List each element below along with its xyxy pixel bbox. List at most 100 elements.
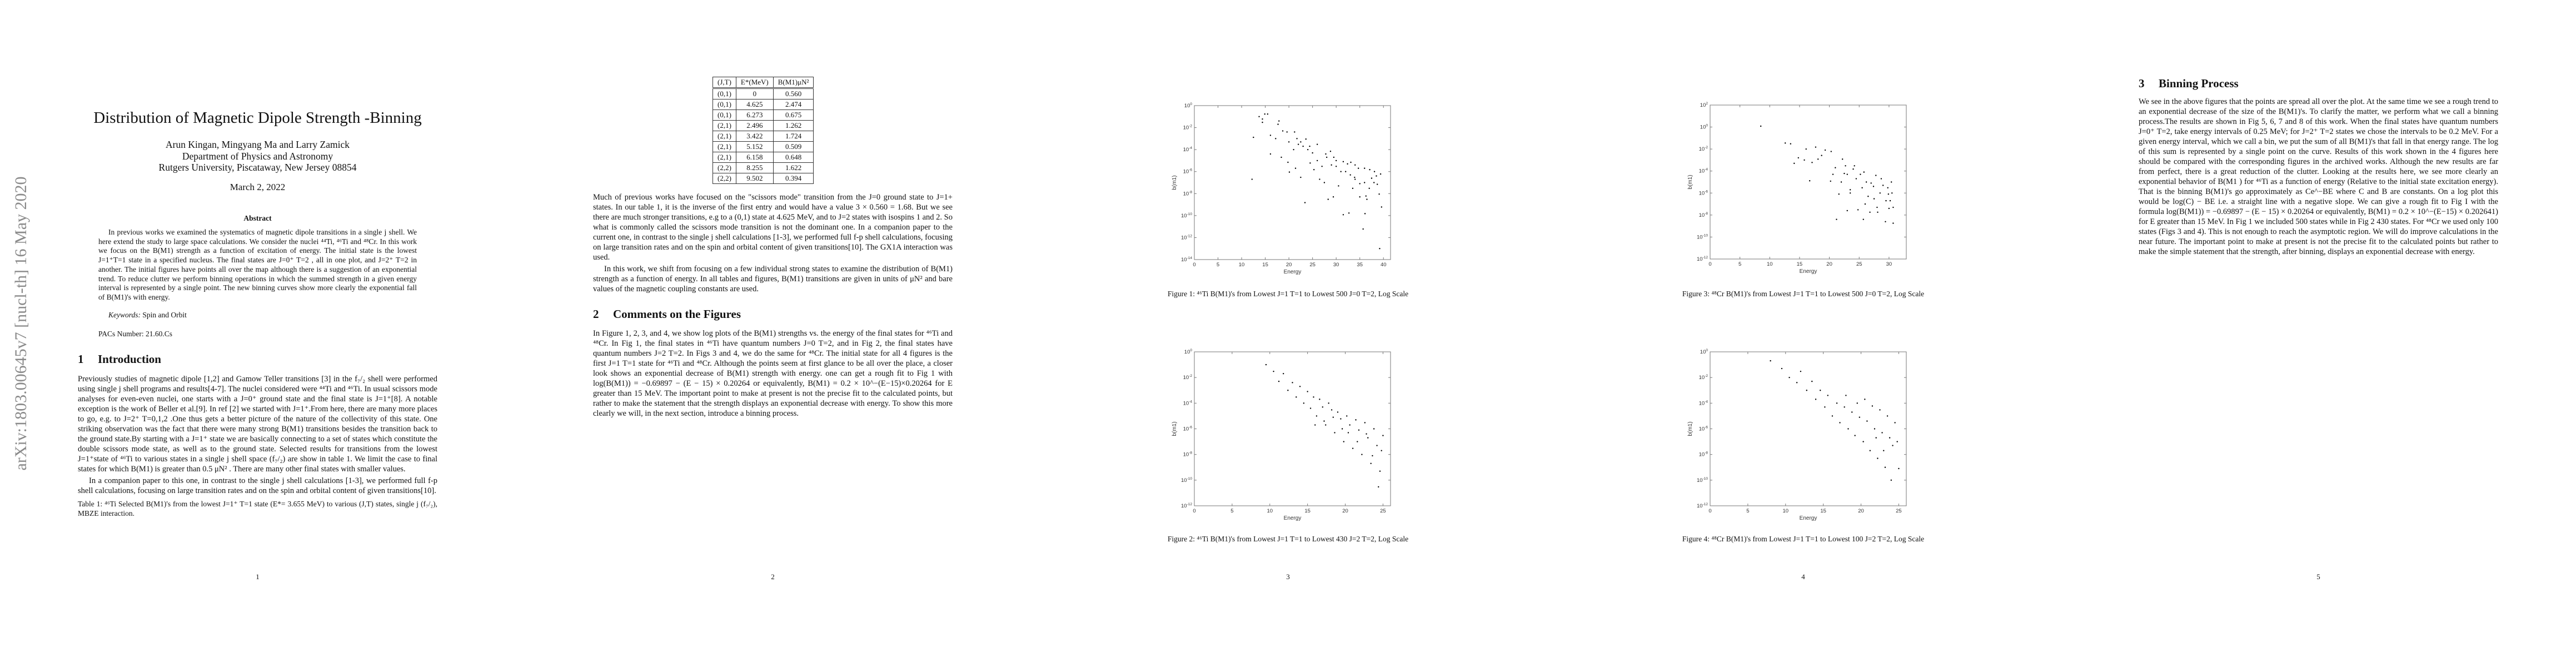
paragraph: In this work, we shift from focusing on … — [593, 265, 953, 293]
data-point — [1341, 428, 1343, 430]
data-point — [1328, 402, 1329, 404]
section-title: Binning Process — [2159, 77, 2239, 90]
data-point — [1325, 153, 1327, 155]
data-point — [1349, 174, 1351, 176]
figure-1-caption: Figure 1: ⁴⁶Ti B(M1)'s from Lowest J=1 T… — [1167, 290, 1409, 298]
data-point — [1835, 167, 1836, 168]
data-point — [1278, 120, 1280, 122]
data-point — [1877, 457, 1879, 459]
data-point — [1379, 173, 1382, 175]
data-point — [1269, 153, 1272, 155]
data-point — [1299, 386, 1301, 387]
data-point — [1864, 399, 1866, 400]
x-tick-label: 0 — [1708, 261, 1711, 267]
page-2: (J,T) E*(MeV) B(M1)μN² (0,1) 0 0.560 (0,1)… — [515, 0, 1030, 667]
y-tick-label: 10-6 — [1183, 168, 1193, 175]
y-tick-label: 10-12 — [1697, 256, 1708, 262]
data-point — [1892, 222, 1894, 224]
data-point — [1326, 156, 1328, 158]
cell: 0.648 — [773, 152, 814, 163]
x-tick-label: 20 — [1286, 262, 1292, 268]
data-point — [1300, 176, 1302, 178]
data-point — [1297, 143, 1299, 145]
data-point — [1367, 437, 1369, 439]
page-2-body-top: Much of previous works have focused on t… — [593, 192, 953, 294]
x-axis-label: Energy — [1284, 269, 1302, 275]
cell: 1.622 — [773, 162, 814, 173]
y-tick-label: 10-6 — [1183, 426, 1193, 432]
data-point — [1373, 428, 1375, 430]
data-point — [1830, 180, 1831, 182]
y-tick-label: 100 — [1184, 349, 1193, 355]
y-tick-label: 10-12 — [1697, 502, 1708, 509]
cell: 1.724 — [773, 131, 814, 142]
table-row: (0,1) 6.273 0.675 — [712, 109, 814, 121]
y-tick-label: 10-4 — [1699, 400, 1708, 406]
data-point — [1316, 143, 1318, 145]
data-point — [1335, 160, 1337, 162]
data-point — [1342, 161, 1344, 163]
data-point — [1331, 164, 1332, 166]
data-point — [1307, 391, 1308, 392]
data-point — [1862, 441, 1864, 442]
data-point — [1869, 211, 1871, 213]
data-point — [1344, 171, 1347, 172]
data-point — [1382, 435, 1384, 436]
data-point — [1354, 176, 1356, 178]
y-tick-label: 10-2 — [1183, 125, 1193, 131]
x-tick-label: 25 — [1309, 262, 1316, 268]
cell: (2,2) — [712, 162, 736, 173]
y-tick-label: 10-2 — [1699, 374, 1708, 381]
data-point — [1293, 148, 1294, 151]
data-point — [1838, 193, 1840, 195]
data-point — [1827, 395, 1828, 396]
data-point — [1869, 450, 1871, 451]
data-point — [1280, 156, 1282, 158]
paragraph: Much of previous works have focused on t… — [593, 193, 953, 262]
y-tick-label: 10-12 — [1181, 502, 1192, 509]
cell: (0,1) — [712, 109, 736, 121]
y-tick-label: 10-10 — [1181, 212, 1192, 219]
x-tick-label: 0 — [1193, 262, 1195, 268]
data-point — [1273, 370, 1274, 372]
data-point — [1884, 466, 1886, 468]
data-point — [1861, 187, 1863, 189]
x-tick-label: 10 — [1767, 261, 1773, 267]
data-point — [1316, 415, 1318, 417]
data-point — [1258, 116, 1260, 117]
y-tick-label: 10-12 — [1181, 234, 1192, 241]
data-point — [1811, 162, 1813, 163]
data-point — [1332, 196, 1334, 198]
y-axis-label: b(m1) — [1687, 421, 1693, 436]
data-point — [1340, 171, 1342, 172]
data-point — [1340, 418, 1342, 420]
paragraph: In a companion paper to this one, in con… — [78, 476, 437, 495]
data-point — [1865, 181, 1867, 183]
y-tick-label: 10-2 — [1183, 374, 1193, 381]
data-point — [1830, 151, 1832, 152]
data-point — [1335, 166, 1337, 167]
data-point — [1342, 214, 1344, 216]
data-point — [1889, 200, 1891, 202]
section-heading-comments: 2 Comments on the Figures — [593, 307, 741, 321]
data-point — [1334, 432, 1336, 434]
page-number: 1 — [256, 573, 260, 581]
data-point — [1875, 437, 1877, 439]
data-point — [1820, 390, 1821, 391]
data-point — [1890, 479, 1892, 481]
cell: 2.496 — [735, 120, 774, 131]
data-point — [1376, 183, 1378, 185]
cell: 6.273 — [735, 109, 774, 121]
data-point — [1354, 164, 1356, 166]
data-point — [1304, 202, 1306, 203]
cell: (2,1) — [712, 131, 736, 142]
data-point — [1282, 130, 1284, 132]
y-tick-label: 100 — [1184, 102, 1193, 109]
data-point — [1885, 200, 1887, 202]
data-point — [1876, 206, 1878, 208]
figure-2-scatter-plot: 0 5 10 15 20 25 100 10-2 10-4 10-6 10-8 10-10 10-12 E… — [1172, 349, 1391, 521]
y-tick-label: 10-10 — [1181, 477, 1192, 484]
page-number: 3 — [1286, 573, 1290, 581]
header-cell: (J,T) — [712, 77, 736, 89]
arxiv-stamp: arXiv:1803.00645v7 [nucl-th] 16 May 2020 — [12, 176, 30, 471]
